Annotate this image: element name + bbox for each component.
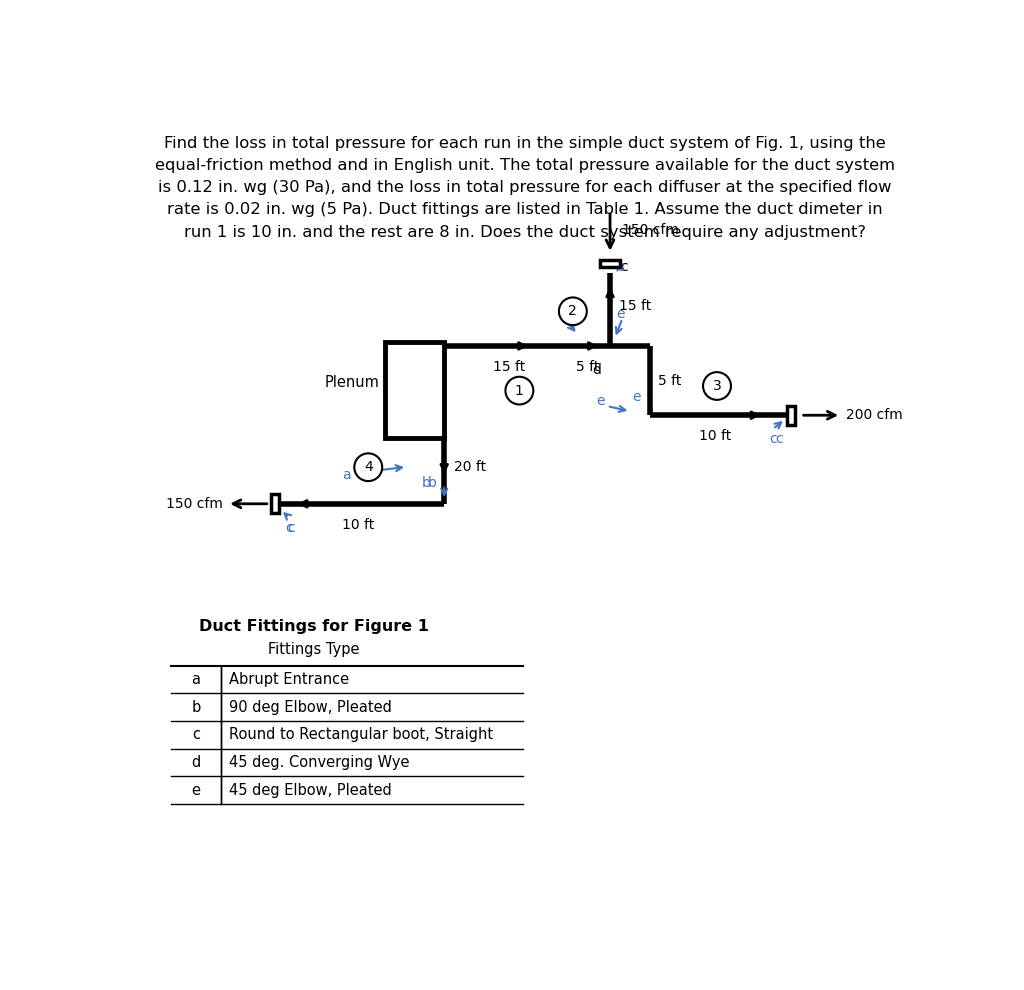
Text: b: b [428, 476, 437, 490]
Text: 20 ft: 20 ft [454, 460, 485, 474]
Text: c: c [286, 521, 293, 535]
Text: 15 ft: 15 ft [620, 299, 651, 313]
Text: e: e [569, 307, 579, 321]
Circle shape [703, 372, 731, 400]
Bar [385, 343, 444, 439]
Text: c: c [769, 433, 776, 446]
Bar [271, 494, 280, 514]
Text: c: c [621, 259, 628, 273]
Text: c: c [191, 728, 200, 742]
Text: a: a [400, 368, 410, 382]
Text: 15 ft: 15 ft [493, 359, 525, 374]
Text: 150 cfm: 150 cfm [622, 224, 679, 238]
Circle shape [506, 377, 534, 405]
Text: b: b [421, 476, 430, 490]
Text: 150 cfm: 150 cfm [166, 497, 222, 511]
Text: Fittings Type: Fittings Type [268, 643, 359, 657]
Text: 45 deg Elbow, Pleated: 45 deg Elbow, Pleated [228, 783, 391, 798]
Text: 5 ft: 5 ft [577, 359, 600, 374]
Text: 2: 2 [568, 304, 578, 319]
Text: 10 ft: 10 ft [698, 429, 731, 444]
Text: e: e [559, 307, 567, 321]
Text: Abrupt Entrance: Abrupt Entrance [228, 672, 349, 687]
Text: Plenum: Plenum [325, 375, 379, 390]
Bar [600, 259, 620, 267]
Text: 90 deg Elbow, Pleated: 90 deg Elbow, Pleated [228, 700, 391, 715]
Text: 1: 1 [515, 383, 524, 398]
Text: 10 ft: 10 ft [342, 518, 374, 532]
Text: d: d [191, 755, 201, 770]
Text: 4: 4 [364, 460, 373, 474]
Text: a: a [191, 672, 201, 687]
Text: e: e [596, 394, 604, 409]
Text: Find the loss in total pressure for each run in the simple duct system of Fig. 1: Find the loss in total pressure for each… [155, 136, 895, 240]
Bar [786, 406, 795, 425]
Text: Round to Rectangular boot, Straight: Round to Rectangular boot, Straight [228, 728, 493, 742]
Text: b: b [191, 700, 201, 715]
Text: a: a [343, 468, 351, 482]
Text: c: c [775, 433, 782, 446]
Text: 200 cfm: 200 cfm [846, 408, 902, 423]
Circle shape [354, 453, 382, 481]
Text: Duct Fittings for Figure 1: Duct Fittings for Figure 1 [199, 620, 429, 635]
Circle shape [559, 297, 587, 325]
Text: c: c [287, 521, 295, 535]
Text: e: e [191, 783, 201, 798]
Text: 5 ft: 5 ft [658, 373, 682, 388]
Text: 3: 3 [713, 379, 721, 393]
Text: c: c [616, 259, 624, 273]
Text: e: e [616, 307, 625, 321]
Text: d: d [593, 363, 601, 377]
Text: e: e [633, 390, 641, 404]
Text: 45 deg. Converging Wye: 45 deg. Converging Wye [228, 755, 410, 770]
